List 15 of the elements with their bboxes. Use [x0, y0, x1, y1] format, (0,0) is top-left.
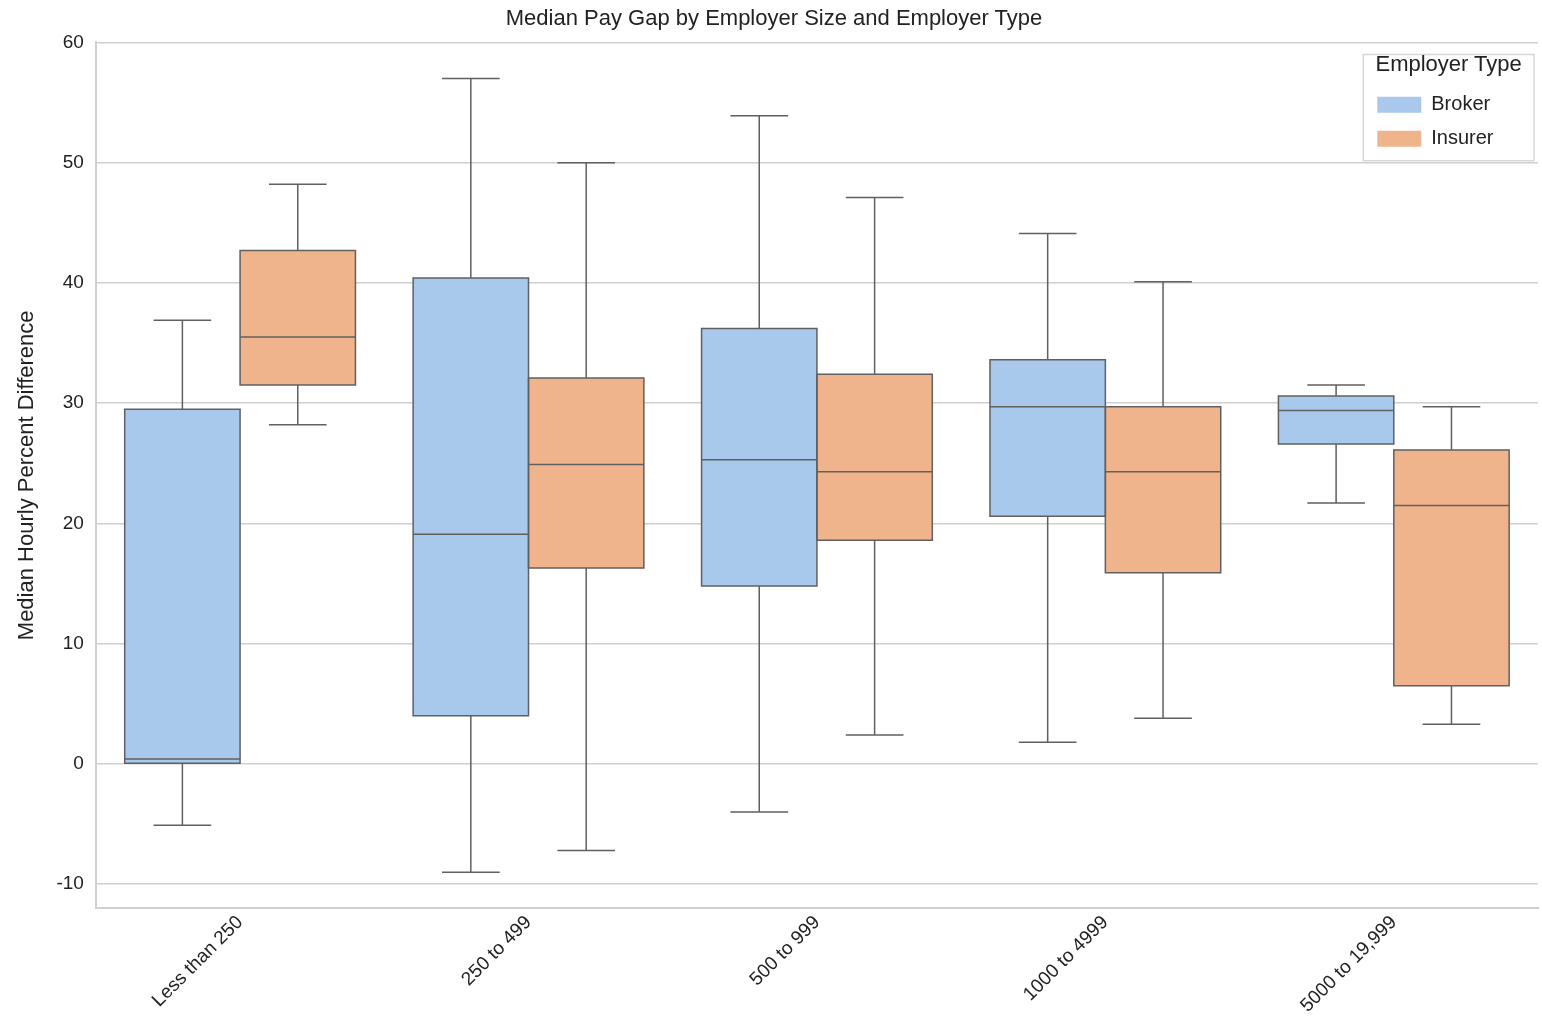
- y-tick-label: 20: [62, 511, 84, 533]
- y-tick-label: 0: [73, 752, 84, 774]
- y-tick-label: 60: [62, 30, 84, 52]
- x-tick-label: 250 to 499: [456, 910, 536, 990]
- y-tick-label: 10: [62, 631, 84, 653]
- y-tick-label: 40: [62, 271, 84, 293]
- y-axis-title: Median Hourly Percent Difference: [13, 310, 39, 641]
- y-tick-label: -10: [56, 872, 84, 894]
- chart-title: Median Pay Gap by Employer Size and Employer Type: [505, 5, 1043, 31]
- y-tick-label: 50: [62, 150, 84, 172]
- y-tick-label: 30: [62, 391, 84, 413]
- legend-label: Broker: [1431, 92, 1491, 115]
- x-tick-label: 500 to 999: [745, 910, 824, 990]
- legend-title: Employer Type: [1375, 51, 1522, 77]
- legend-label: Insurer: [1431, 126, 1494, 149]
